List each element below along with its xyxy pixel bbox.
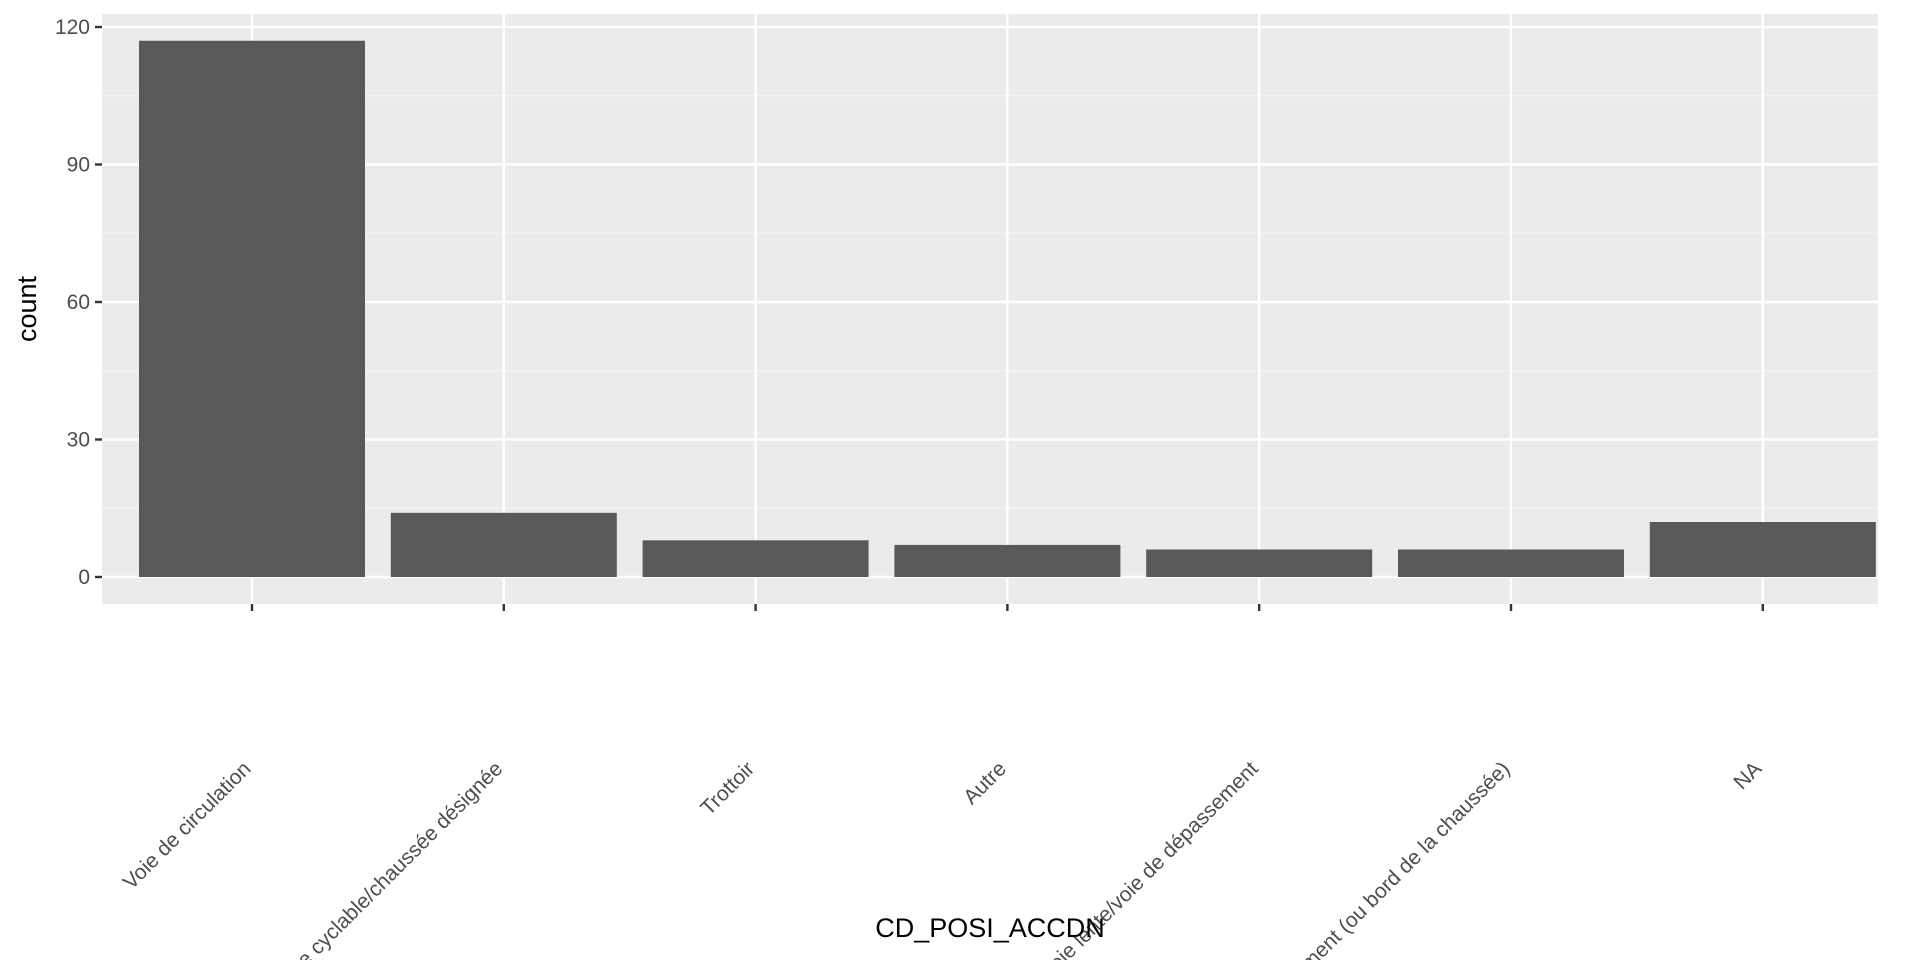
bar [894,544,1121,577]
x-tick-label: Accotement (ou bord de la chaussée) [1251,757,1514,960]
y-tick-label: 0 [78,566,90,589]
y-axis-title: count [12,275,42,342]
bar [1146,549,1373,577]
y-axis: 0 30 60 90 120 [55,16,102,589]
bar [390,512,617,577]
x-tick-label: NA [1729,757,1766,794]
plot-panel [102,14,1878,604]
bar [1649,522,1876,577]
bars [139,40,1876,577]
x-tick-label: Autre [959,757,1011,809]
x-tick-label: Trottoir [696,757,759,820]
y-tick-label: 90 [67,154,90,177]
x-tick-label: Piste cyclable/chaussée désignée [268,757,507,960]
y-tick-label: 120 [55,16,90,39]
bar [642,540,869,577]
bar [139,40,365,577]
bar [1398,549,1624,577]
x-axis-title: CD_POSI_ACCDN [875,913,1105,943]
y-tick-label: 60 [67,291,90,314]
y-tick-label: 30 [67,429,90,452]
x-axis: Voie de circulation Piste cyclable/chauss… [119,604,1766,965]
minor-gridlines [102,95,1878,509]
x-tick-label: Voie de circulation [119,757,256,894]
